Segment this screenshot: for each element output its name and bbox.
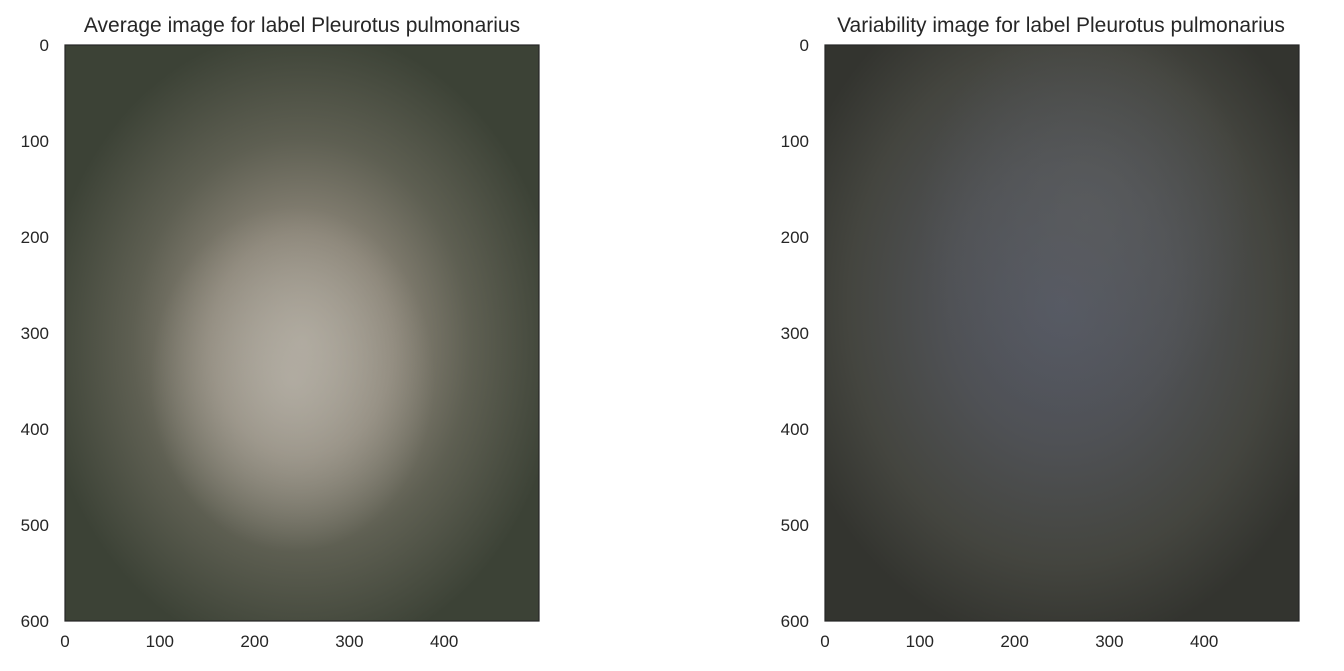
average-y-tick-label: 300: [21, 324, 49, 343]
variability-x-tick-label: 0: [820, 632, 829, 651]
variability-x-tick-label: 100: [906, 632, 934, 651]
average-x-tick-label: 300: [335, 632, 363, 651]
variability-image-title: Variability image for label Pleurotus pu…: [837, 14, 1285, 37]
average-x-tick-label: 400: [430, 632, 458, 651]
variability-y-tick-label: 600: [781, 612, 809, 631]
average-x-ticks: 0 100 200 300 400: [60, 632, 458, 651]
variability-image-panel: Variability image for label Pleurotus pu…: [781, 14, 1300, 651]
variability-image: [825, 45, 1299, 621]
variability-x-ticks: 0 100 200 300 400: [820, 632, 1218, 651]
variability-x-tick-label: 400: [1190, 632, 1218, 651]
variability-axes-frame: [824, 44, 1300, 622]
variability-x-tick-label: 300: [1095, 632, 1123, 651]
variability-y-tick-label: 500: [781, 516, 809, 535]
average-axes-frame: [64, 44, 540, 622]
variability-y-ticks: 0 100 200 300 400 500 600: [781, 36, 809, 631]
variability-y-tick-label: 300: [781, 324, 809, 343]
average-y-tick-label: 0: [40, 36, 49, 55]
average-y-tick-label: 400: [21, 420, 49, 439]
average-y-tick-label: 200: [21, 228, 49, 247]
average-x-tick-label: 100: [146, 632, 174, 651]
average-x-tick-label: 200: [240, 632, 268, 651]
average-y-ticks: 0 100 200 300 400 500 600: [21, 36, 49, 631]
average-x-tick-label: 0: [60, 632, 69, 651]
average-y-tick-label: 600: [21, 612, 49, 631]
average-y-tick-label: 100: [21, 132, 49, 151]
variability-y-tick-label: 100: [781, 132, 809, 151]
average-y-tick-label: 500: [21, 516, 49, 535]
average-image: [65, 45, 539, 621]
average-image-panel: Average image for label Pleurotus pulmon…: [21, 14, 540, 651]
variability-y-tick-label: 200: [781, 228, 809, 247]
variability-y-tick-label: 400: [781, 420, 809, 439]
average-image-title: Average image for label Pleurotus pulmon…: [84, 14, 520, 37]
variability-y-tick-label: 0: [800, 36, 809, 55]
variability-x-tick-label: 200: [1000, 632, 1028, 651]
